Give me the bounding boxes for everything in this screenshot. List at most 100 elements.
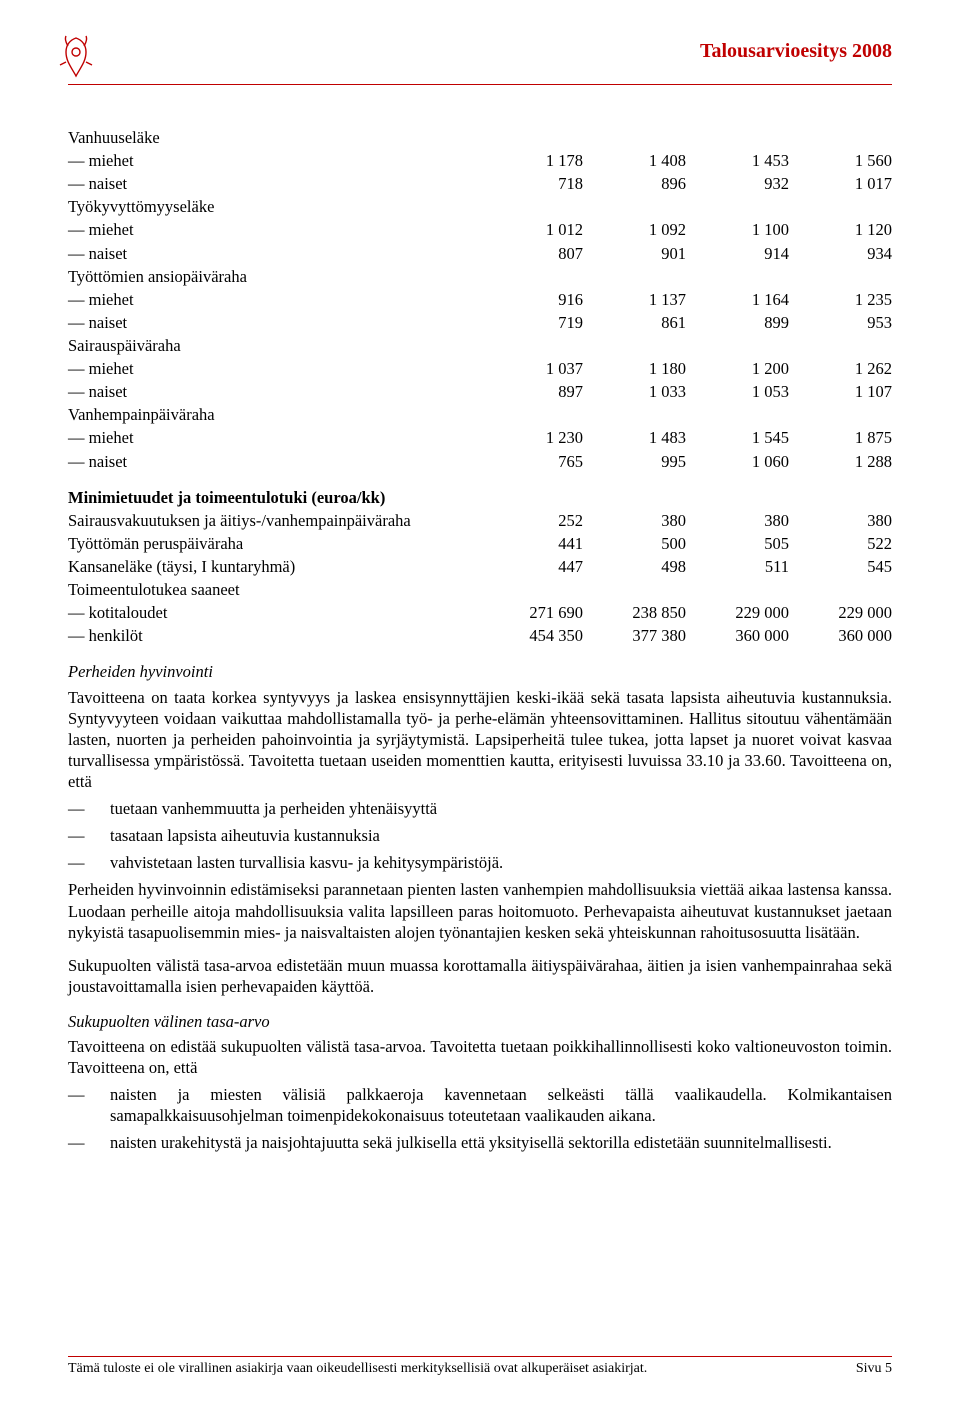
row-value: 916 <box>480 288 583 311</box>
row-value: 229 000 <box>789 601 892 624</box>
row-value <box>583 403 686 426</box>
table-row: — naiset7659951 0601 288 <box>68 450 892 473</box>
row-value: 238 850 <box>583 601 686 624</box>
row-value: 897 <box>480 380 583 403</box>
row-value: 511 <box>686 555 789 578</box>
row-value: 441 <box>480 532 583 555</box>
row-value: 498 <box>583 555 686 578</box>
row-value <box>789 265 892 288</box>
perheiden-p1: Tavoitteena on taata korkea syntyvyys ja… <box>68 687 892 793</box>
row-value: 1 120 <box>789 218 892 241</box>
row-value: 1 875 <box>789 426 892 449</box>
row-label: — naiset <box>68 311 480 334</box>
page-header: Talousarvioesitys 2008 <box>68 40 892 104</box>
row-label: Työttömien ansiopäiväraha <box>68 265 480 288</box>
row-label: — naiset <box>68 242 480 265</box>
row-label: — miehet <box>68 218 480 241</box>
row-label: Vanhempainpäiväraha <box>68 403 480 426</box>
row-label: — naiset <box>68 172 480 195</box>
table-row: — naiset8971 0331 0531 107 <box>68 380 892 403</box>
list-item: tasataan lapsista aiheutuvia kustannuksi… <box>68 825 892 846</box>
row-label: Toimeentulotukea saaneet <box>68 578 480 601</box>
row-value: 1 164 <box>686 288 789 311</box>
row-value: 271 690 <box>480 601 583 624</box>
row-value: 1 060 <box>686 450 789 473</box>
row-value: 1 230 <box>480 426 583 449</box>
table-row: — miehet1 0371 1801 2001 262 <box>68 357 892 380</box>
table-row: — miehet1 2301 4831 5451 875 <box>68 426 892 449</box>
row-value <box>789 334 892 357</box>
table-row: Vanhuuseläke <box>68 126 892 149</box>
row-value <box>686 403 789 426</box>
table-row: — naiset807901914934 <box>68 242 892 265</box>
row-value: 252 <box>480 509 583 532</box>
row-label: — miehet <box>68 149 480 172</box>
row-value: 500 <box>583 532 686 555</box>
perheiden-bullets: tuetaan vanhemmuutta ja perheiden yhtenä… <box>68 798 892 873</box>
table-row: — henkilöt454 350377 380360 000360 000 <box>68 624 892 647</box>
row-value: 377 380 <box>583 624 686 647</box>
row-value: 1 483 <box>583 426 686 449</box>
row-value: 953 <box>789 311 892 334</box>
benefits-table: Vanhuuseläke— miehet1 1781 4081 4531 560… <box>68 126 892 647</box>
list-item: tuetaan vanhemmuutta ja perheiden yhtenä… <box>68 798 892 819</box>
row-value <box>789 126 892 149</box>
row-value <box>583 126 686 149</box>
row-value <box>480 195 583 218</box>
row-value <box>480 334 583 357</box>
row-label: Sairausvakuutuksen ja äitiys-/vanhempain… <box>68 509 480 532</box>
footer-disclaimer: Tämä tuloste ei ole virallinen asiakirja… <box>68 1361 647 1377</box>
row-value <box>686 265 789 288</box>
table-row: — miehet1 1781 4081 4531 560 <box>68 149 892 172</box>
row-value: 896 <box>583 172 686 195</box>
row-label: Kansaneläke (täysi, I kuntaryhmä) <box>68 555 480 578</box>
row-value <box>480 265 583 288</box>
row-value <box>583 195 686 218</box>
table-row: Työttömän peruspäiväraha441500505522 <box>68 532 892 555</box>
row-value: 718 <box>480 172 583 195</box>
row-value: 1 100 <box>686 218 789 241</box>
row-value <box>789 195 892 218</box>
row-value: 932 <box>686 172 789 195</box>
row-value: 454 350 <box>480 624 583 647</box>
list-item: vahvistetaan lasten turvallisia kasvu- j… <box>68 852 892 873</box>
row-value <box>789 578 892 601</box>
table-row: — miehet9161 1371 1641 235 <box>68 288 892 311</box>
row-label: — miehet <box>68 288 480 311</box>
row-value: 995 <box>583 450 686 473</box>
row-value: 1 560 <box>789 149 892 172</box>
row-value: 447 <box>480 555 583 578</box>
row-value <box>583 334 686 357</box>
row-value <box>480 403 583 426</box>
row-label: — henkilöt <box>68 624 480 647</box>
row-value <box>686 334 789 357</box>
tasaarvo-bullets: naisten ja miesten välisiä palkkaeroja k… <box>68 1084 892 1153</box>
footer-page-number: Sivu 5 <box>856 1361 892 1377</box>
row-value: 1 178 <box>480 149 583 172</box>
row-value: 914 <box>686 242 789 265</box>
row-value: 1 545 <box>686 426 789 449</box>
row-value: 1 200 <box>686 357 789 380</box>
row-value: 901 <box>583 242 686 265</box>
row-value: 1 180 <box>583 357 686 380</box>
row-value: 1 053 <box>686 380 789 403</box>
row-value: 1 033 <box>583 380 686 403</box>
row-value: 229 000 <box>686 601 789 624</box>
row-label: — miehet <box>68 426 480 449</box>
table-row: Työkyvyttömyyseläke <box>68 195 892 218</box>
row-value <box>686 578 789 601</box>
perheiden-p2: Perheiden hyvinvoinnin edistämiseksi par… <box>68 879 892 942</box>
row-value: 1 453 <box>686 149 789 172</box>
row-label: — kotitaloudet <box>68 601 480 624</box>
row-value <box>789 403 892 426</box>
row-value: 1 012 <box>480 218 583 241</box>
list-item: naisten ja miesten välisiä palkkaeroja k… <box>68 1084 892 1126</box>
row-label: Sairauspäiväraha <box>68 334 480 357</box>
row-value <box>583 265 686 288</box>
row-value: 360 000 <box>686 624 789 647</box>
table-row: Sairausvakuutuksen ja äitiys-/vanhempain… <box>68 509 892 532</box>
row-label: — miehet <box>68 357 480 380</box>
row-value: 380 <box>789 509 892 532</box>
row-value: 1 107 <box>789 380 892 403</box>
row-value: 1 235 <box>789 288 892 311</box>
